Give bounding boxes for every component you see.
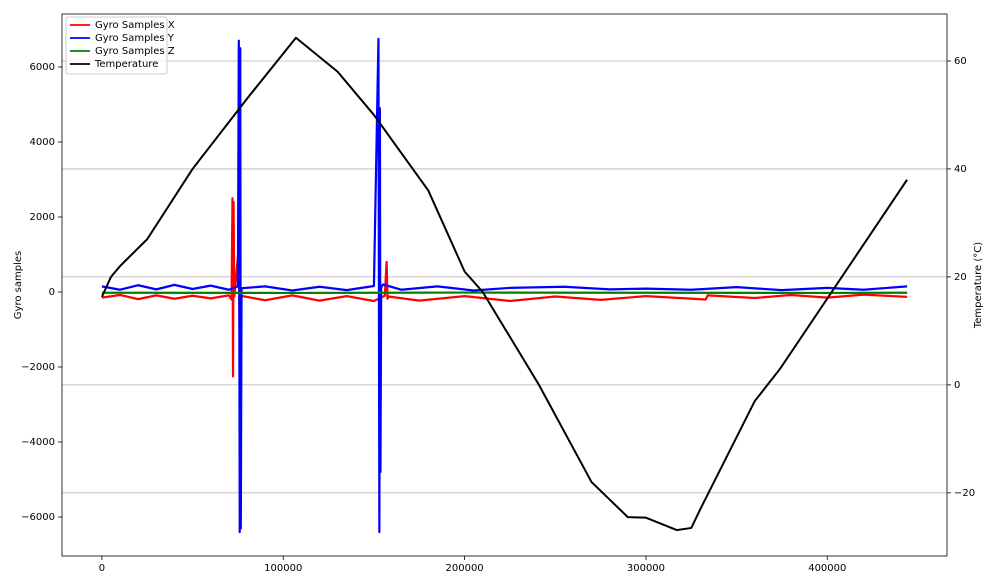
y2-tick-label: −20: [954, 488, 975, 499]
y-tick-label: −4000: [21, 437, 55, 448]
legend-label: Temperature: [94, 59, 158, 70]
legend-label: Gyro Samples Z: [95, 46, 175, 57]
series-line: [101, 37, 908, 534]
plot-frame: [61, 13, 948, 557]
legend-label: Gyro Samples Y: [95, 33, 175, 44]
series-line: [101, 197, 908, 378]
y-tick-label: −2000: [21, 362, 55, 373]
legend-box: [65, 16, 168, 75]
y-tick-label: 2000: [30, 212, 55, 223]
y-tick-label: 6000: [30, 62, 55, 73]
y2-tick-label: 60: [954, 56, 967, 67]
y-tick-label: −6000: [21, 512, 55, 523]
x-tick-label: 300000: [627, 563, 665, 574]
x-tick-label: 0: [99, 563, 105, 574]
series-line: [100, 36, 908, 532]
y-tick-label: 0: [49, 287, 55, 298]
x-tick-label: 400000: [808, 563, 846, 574]
legend-label: Gyro Samples X: [95, 20, 175, 31]
y2-axis-label: Temperature (°C): [973, 242, 984, 329]
y2-tick-label: 0: [954, 380, 960, 391]
x-tick-label: 200000: [446, 563, 484, 574]
y2-tick-label: 40: [954, 164, 967, 175]
y-tick-label: 4000: [30, 137, 55, 148]
x-tick-label: 100000: [264, 563, 302, 574]
y-axis-label: Gyro samples: [13, 251, 24, 319]
y2-tick-label: 20: [954, 272, 967, 283]
